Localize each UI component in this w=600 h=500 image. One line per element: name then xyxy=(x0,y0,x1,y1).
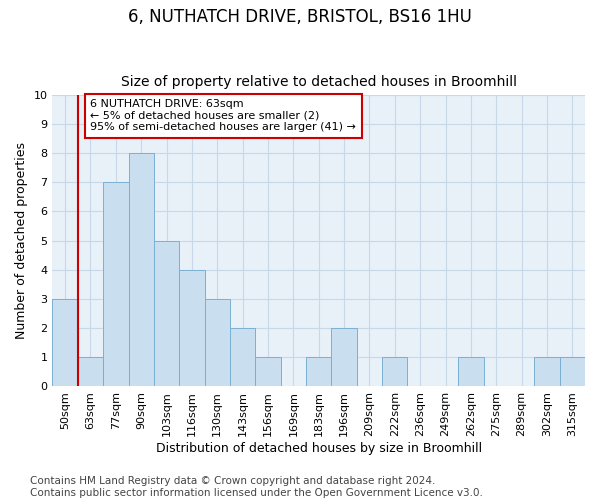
Y-axis label: Number of detached properties: Number of detached properties xyxy=(15,142,28,339)
Bar xyxy=(230,328,256,386)
Bar xyxy=(306,358,331,386)
Bar xyxy=(382,358,407,386)
Bar xyxy=(256,358,281,386)
Bar xyxy=(179,270,205,386)
Bar xyxy=(103,182,128,386)
Title: Size of property relative to detached houses in Broomhill: Size of property relative to detached ho… xyxy=(121,76,517,90)
Bar xyxy=(154,240,179,386)
Bar xyxy=(205,299,230,386)
Bar xyxy=(78,358,103,386)
Text: Contains HM Land Registry data © Crown copyright and database right 2024.
Contai: Contains HM Land Registry data © Crown c… xyxy=(30,476,483,498)
Text: 6 NUTHATCH DRIVE: 63sqm
← 5% of detached houses are smaller (2)
95% of semi-deta: 6 NUTHATCH DRIVE: 63sqm ← 5% of detached… xyxy=(91,99,356,132)
Bar xyxy=(560,358,585,386)
X-axis label: Distribution of detached houses by size in Broomhill: Distribution of detached houses by size … xyxy=(155,442,482,455)
Bar xyxy=(534,358,560,386)
Bar xyxy=(52,299,78,386)
Bar xyxy=(331,328,357,386)
Text: 6, NUTHATCH DRIVE, BRISTOL, BS16 1HU: 6, NUTHATCH DRIVE, BRISTOL, BS16 1HU xyxy=(128,8,472,26)
Bar xyxy=(128,153,154,386)
Bar xyxy=(458,358,484,386)
